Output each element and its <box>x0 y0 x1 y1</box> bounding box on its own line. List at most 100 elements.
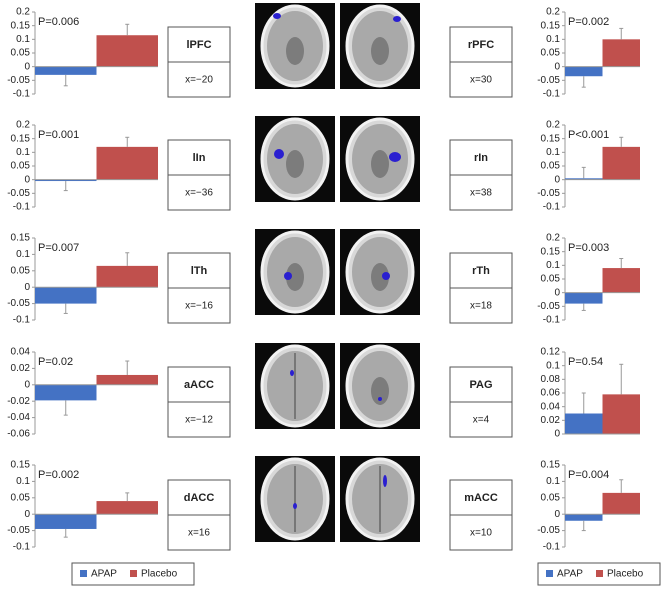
activation <box>383 475 387 487</box>
region-coordinate: x=4 <box>473 415 490 426</box>
brain-ventricle <box>371 37 389 65</box>
y-tick-label: 0.15 <box>541 460 561 471</box>
region-label: aACC <box>184 379 214 391</box>
y-tick-label: 0.15 <box>11 460 31 471</box>
bar <box>565 66 603 77</box>
p-value: P=0.002 <box>38 469 79 481</box>
bar <box>565 514 603 521</box>
region-label: mACC <box>464 492 498 504</box>
y-tick-label: 0 <box>554 174 560 185</box>
y-tick-label: -0.04 <box>7 412 30 423</box>
p-value: P=0.006 <box>38 16 79 28</box>
y-tick-label: -0.1 <box>543 542 561 553</box>
y-tick-label: 0 <box>554 61 560 72</box>
region-label: lPFC <box>186 39 211 51</box>
p-value: P=0.003 <box>568 242 609 254</box>
y-tick-label: 0.15 <box>11 233 31 244</box>
p-value: P=0.001 <box>38 129 79 141</box>
y-tick-label: 0.12 <box>541 347 561 358</box>
activation <box>274 149 284 159</box>
y-tick-label: 0.06 <box>541 388 561 399</box>
y-tick-label: 0.1 <box>546 476 560 487</box>
region-coordinate: x=38 <box>470 188 492 199</box>
y-tick-label: 0.15 <box>11 20 31 31</box>
p-value: P=0.002 <box>568 16 609 28</box>
y-tick-label: -0.05 <box>7 75 30 86</box>
y-tick-label: 0 <box>554 429 560 440</box>
bar <box>35 384 97 401</box>
y-tick-label: -0.05 <box>7 188 30 199</box>
y-tick-label: 0.15 <box>11 133 31 144</box>
activation <box>284 272 292 280</box>
y-tick-label: 0.04 <box>11 347 31 358</box>
activation <box>293 503 297 509</box>
y-tick-label: 0.08 <box>541 374 561 385</box>
region-coordinate: x=−12 <box>185 415 213 426</box>
y-tick-label: 0 <box>554 287 560 298</box>
brain-ventricle <box>371 263 389 291</box>
region-coordinate: x=16 <box>188 528 210 539</box>
y-tick-label: 0.15 <box>541 246 561 257</box>
y-tick-label: -0.1 <box>543 202 561 213</box>
y-tick-label: 0.1 <box>546 260 560 271</box>
activation <box>378 397 382 401</box>
y-tick-label: -0.1 <box>13 542 31 553</box>
y-tick-label: 0.05 <box>541 274 561 285</box>
y-tick-label: 0.1 <box>546 147 560 158</box>
bar <box>602 492 640 515</box>
legend-swatch <box>80 570 87 577</box>
region-label: PAG <box>469 379 492 391</box>
y-tick-label: 0.02 <box>541 415 561 426</box>
brain-ventricle <box>286 37 304 65</box>
region-coordinate: x=−36 <box>185 188 213 199</box>
region-coordinate: x=18 <box>470 301 492 312</box>
y-tick-label: 0.1 <box>16 249 30 260</box>
bar <box>96 374 158 385</box>
region-coordinate: x=30 <box>470 75 492 86</box>
y-tick-label: 0.05 <box>541 161 561 172</box>
bar <box>565 178 603 180</box>
y-tick-label: 0.1 <box>16 476 30 487</box>
region-label: lTh <box>191 265 208 277</box>
legend-label: APAP <box>557 569 583 580</box>
y-tick-label: 0.2 <box>546 7 560 18</box>
bar <box>602 394 640 434</box>
y-tick-label: 0.05 <box>541 48 561 59</box>
legend-label: Placebo <box>607 569 644 580</box>
region-label: lIn <box>193 152 206 164</box>
y-tick-label: -0.05 <box>537 188 560 199</box>
y-tick-label: -0.05 <box>537 525 560 536</box>
bar <box>96 146 158 180</box>
y-tick-label: 0.05 <box>11 161 31 172</box>
y-tick-label: 0.02 <box>11 363 31 374</box>
brain-ventricle <box>286 150 304 178</box>
y-tick-label: -0.02 <box>7 396 30 407</box>
y-tick-label: -0.06 <box>7 429 30 440</box>
brain-ventricle <box>371 150 389 178</box>
bar <box>565 413 603 434</box>
y-tick-label: 0.05 <box>11 492 31 503</box>
legend-swatch <box>596 570 603 577</box>
bar <box>565 292 603 304</box>
bar <box>35 179 97 182</box>
activation <box>393 16 401 22</box>
bar <box>602 268 640 293</box>
y-tick-label: 0.15 <box>541 20 561 31</box>
bar <box>96 501 158 515</box>
region-label: rPFC <box>468 39 494 51</box>
y-tick-label: -0.05 <box>537 75 560 86</box>
region-coordinate: x=−20 <box>185 75 213 86</box>
legend-label: APAP <box>91 569 117 580</box>
y-tick-label: 0 <box>24 282 30 293</box>
y-tick-label: 0 <box>24 379 30 390</box>
bar <box>96 35 158 67</box>
region-coordinate: x=10 <box>470 528 492 539</box>
y-tick-label: 0.2 <box>16 120 30 131</box>
y-tick-label: -0.05 <box>7 525 30 536</box>
p-value: P=0.02 <box>38 356 73 368</box>
y-tick-label: 0.1 <box>16 147 30 158</box>
y-tick-label: 0.2 <box>16 7 30 18</box>
legend-label: Placebo <box>141 569 178 580</box>
region-label: dACC <box>184 492 215 504</box>
p-value: P=0.54 <box>568 356 603 368</box>
